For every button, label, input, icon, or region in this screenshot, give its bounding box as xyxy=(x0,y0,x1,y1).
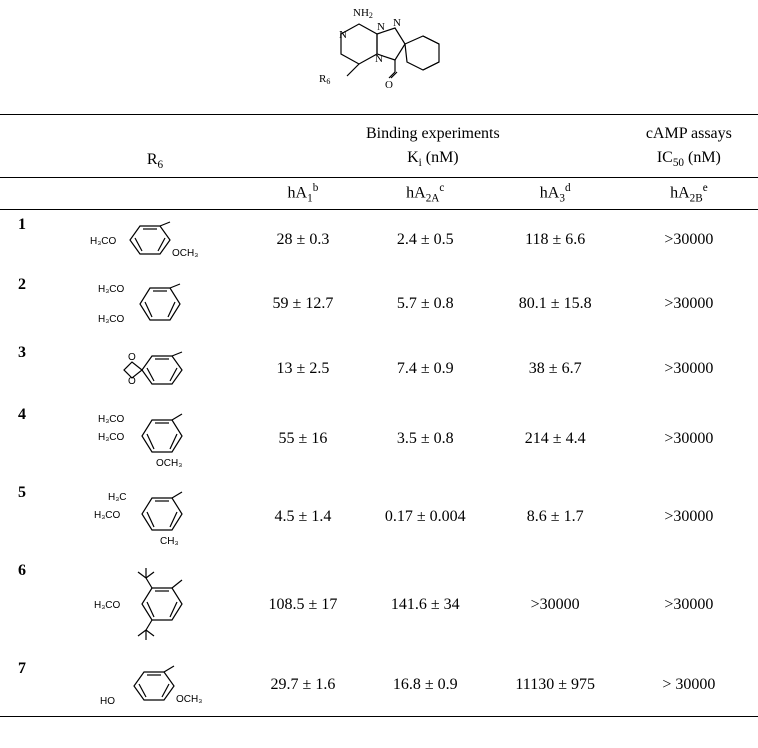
hA2B-value: > 30000 xyxy=(620,654,758,717)
scaffold-structure: NH2 R6 N N N N O xyxy=(0,0,758,114)
scaffold-n: N xyxy=(377,21,385,33)
compound-index: 5 xyxy=(0,478,64,556)
r6-structure: HO OCH₃ xyxy=(64,654,246,717)
ki-header: Ki (nM) xyxy=(246,145,620,178)
hA3-value: 8.6 ± 1.7 xyxy=(491,478,620,556)
scaffold-o: O xyxy=(385,79,393,91)
ic50-header: IC50 (nM) xyxy=(620,145,758,178)
compound-index: 2 xyxy=(0,270,64,338)
hA2B-value: >30000 xyxy=(620,478,758,556)
svg-text:H₃CO: H₃CO xyxy=(98,284,125,295)
compound-index: 1 xyxy=(0,209,64,270)
hA1-value: 59 ± 12.7 xyxy=(246,270,360,338)
compound-index: 3 xyxy=(0,338,64,400)
hA2B-value: >30000 xyxy=(620,556,758,654)
svg-text:H₃C: H₃C xyxy=(108,492,127,503)
hA3-value: 80.1 ± 15.8 xyxy=(491,270,620,338)
table-row: 7 HO OCH₃ 29.7 ± 1.6 16.8 ± 0.9 11130 ± … xyxy=(0,654,758,717)
scaffold-nh2-label: NH2 xyxy=(353,7,373,20)
hA2B-value: >30000 xyxy=(620,209,758,270)
svg-text:H₃CO: H₃CO xyxy=(90,236,117,247)
table-row: 2 H₃CO H₃CO 59 ± 12.7 5.7 ± 0.8 80.1 ± 1… xyxy=(0,270,758,338)
hA2A-value: 7.4 ± 0.9 xyxy=(360,338,491,400)
svg-text:HO: HO xyxy=(100,696,115,707)
binding-data-table: Binding experiments cAMP assays R6 Ki (n… xyxy=(0,114,758,717)
scaffold-n: N xyxy=(375,53,383,65)
r6-structure: H₃CO H₃CO OCH₃ xyxy=(64,400,246,478)
hA1-header: hA1b xyxy=(246,178,360,210)
hA3-header: hA3d xyxy=(491,178,620,210)
svg-text:H₃CO: H₃CO xyxy=(94,600,121,611)
compound-index: 6 xyxy=(0,556,64,654)
r6-structure: H₃C H₃CO CH₃ xyxy=(64,478,246,556)
hA2A-value: 141.6 ± 34 xyxy=(360,556,491,654)
hA1-value: 108.5 ± 17 xyxy=(246,556,360,654)
hA1-value: 4.5 ± 1.4 xyxy=(246,478,360,556)
hA2A-value: 16.8 ± 0.9 xyxy=(360,654,491,717)
svg-text:O: O xyxy=(128,376,136,387)
hA3-value: 214 ± 4.4 xyxy=(491,400,620,478)
hA2B-value: >30000 xyxy=(620,338,758,400)
hA2A-header: hA2Ac xyxy=(360,178,491,210)
table-row: 1 H₃CO OCH₃ 28 ± 0.3 2.4 ± 0.5 118 ± 6.6… xyxy=(0,209,758,270)
svg-text:H₃CO: H₃CO xyxy=(98,432,125,443)
scaffold-n: N xyxy=(393,17,401,29)
hA2A-value: 3.5 ± 0.8 xyxy=(360,400,491,478)
svg-text:H₃CO: H₃CO xyxy=(94,510,121,521)
hA3-value: 118 ± 6.6 xyxy=(491,209,620,270)
hA2A-value: 0.17 ± 0.004 xyxy=(360,478,491,556)
compound-index: 7 xyxy=(0,654,64,717)
hA2B-value: >30000 xyxy=(620,400,758,478)
table-row: 5 H₃C H₃CO CH₃ 4.5 ± 1.4 0.17 ± 0.004 8.… xyxy=(0,478,758,556)
hA2A-value: 2.4 ± 0.5 xyxy=(360,209,491,270)
camp-header: cAMP assays xyxy=(620,115,758,146)
hA2A-value: 5.7 ± 0.8 xyxy=(360,270,491,338)
r6-structure: H₃CO H₃CO xyxy=(64,270,246,338)
hA3-value: 38 ± 6.7 xyxy=(491,338,620,400)
r6-structure: O O xyxy=(64,338,246,400)
svg-text:CH₃: CH₃ xyxy=(160,536,179,547)
hA2B-header: hA2Be xyxy=(620,178,758,210)
table-row: 6 H₃CO 108.5 ± 17 141.6 ± 34 >30000 >300… xyxy=(0,556,758,654)
r6-structure: H₃CO xyxy=(64,556,246,654)
scaffold-r6-label: R6 xyxy=(319,73,330,86)
hA1-value: 13 ± 2.5 xyxy=(246,338,360,400)
hA2B-value: >30000 xyxy=(620,270,758,338)
svg-text:OCH₃: OCH₃ xyxy=(176,694,202,705)
table-row: 3 O O 13 ± 2.5 7.4 ± 0.9 38 ± 6.7 >30000 xyxy=(0,338,758,400)
table-row: 4 H₃CO H₃CO OCH₃ 55 ± 16 3.5 ± 0.8 214 ±… xyxy=(0,400,758,478)
r6-structure: H₃CO OCH₃ xyxy=(64,209,246,270)
r6-column-header: R6 xyxy=(64,145,246,178)
hA1-value: 28 ± 0.3 xyxy=(246,209,360,270)
svg-text:OCH₃: OCH₃ xyxy=(172,248,198,259)
compound-index: 4 xyxy=(0,400,64,478)
hA1-value: 55 ± 16 xyxy=(246,400,360,478)
svg-text:H₃CO: H₃CO xyxy=(98,414,125,425)
svg-text:OCH₃: OCH₃ xyxy=(156,458,182,469)
hA3-value: 11130 ± 975 xyxy=(491,654,620,717)
scaffold-n: N xyxy=(339,29,347,41)
binding-header: Binding experiments xyxy=(246,115,620,146)
hA1-value: 29.7 ± 1.6 xyxy=(246,654,360,717)
svg-text:H₃CO: H₃CO xyxy=(98,314,125,325)
hA3-value: >30000 xyxy=(491,556,620,654)
svg-text:O: O xyxy=(128,352,136,363)
